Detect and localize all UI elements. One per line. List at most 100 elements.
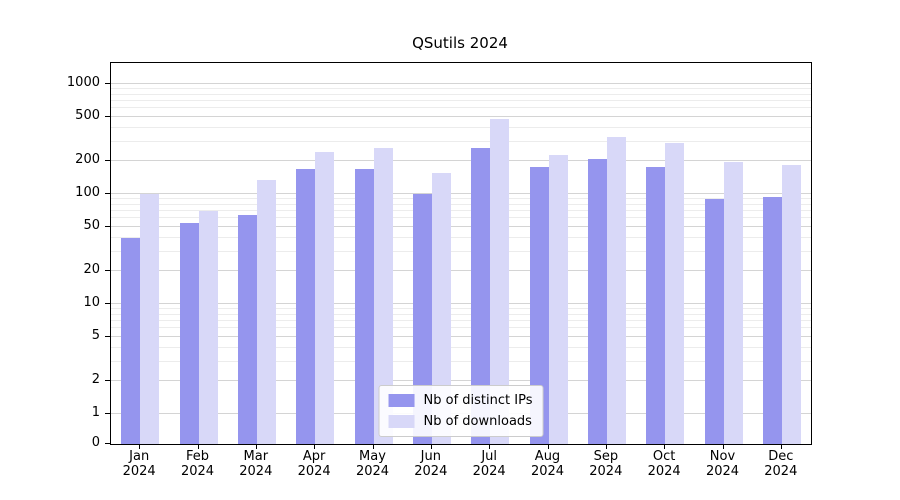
legend-swatch-distinct-ips xyxy=(388,394,415,407)
gridline xyxy=(111,250,811,252)
gridline xyxy=(111,327,811,329)
gridline xyxy=(111,360,811,362)
gridline xyxy=(111,269,811,271)
bar-downloads-apr xyxy=(315,152,335,444)
gridline xyxy=(111,193,811,194)
plot-area: Nb of distinct IPs Nb of downloads xyxy=(110,62,812,445)
y-tick-label: 500 xyxy=(75,108,100,124)
x-tick-label-dec: Dec 2024 xyxy=(764,449,798,479)
gridline xyxy=(111,107,811,109)
gridline xyxy=(111,313,811,315)
gridline xyxy=(111,308,811,310)
x-tick-mark xyxy=(780,444,782,449)
bar-distinct-ips-may xyxy=(354,168,374,444)
y-tick-mark xyxy=(105,226,110,228)
y-tick-mark xyxy=(105,159,110,161)
y-tick-label: 0 xyxy=(91,435,100,450)
y-tick-mark xyxy=(105,336,110,338)
x-tick-mark xyxy=(547,444,549,449)
bar-distinct-ips-oct xyxy=(646,167,666,444)
x-tick-mark xyxy=(139,444,141,449)
bar-downloads-nov xyxy=(723,162,743,444)
bar-distinct-ips-apr xyxy=(296,168,316,444)
x-tick-mark xyxy=(489,444,491,449)
y-tick-mark xyxy=(105,83,110,84)
x-tick-mark xyxy=(605,444,607,449)
bar-distinct-ips-jul xyxy=(471,148,491,444)
x-tick-mark xyxy=(430,444,432,449)
x-tick-label-mar: Mar 2024 xyxy=(239,449,273,479)
x-tick-label-may: May 2024 xyxy=(355,449,390,479)
bar-distinct-ips-aug xyxy=(529,167,549,444)
y-axis-labels: 1000 500 200 100 50 20 10 5 2 1 0 xyxy=(0,62,100,450)
x-tick-mark xyxy=(722,444,724,449)
bar-distinct-ips-mar xyxy=(237,214,257,444)
bar-downloads-jun xyxy=(431,173,451,444)
gridline xyxy=(111,100,811,102)
gridline xyxy=(111,379,811,381)
y-tick-label: 10 xyxy=(83,295,100,310)
y-tick-label: 20 xyxy=(83,261,100,277)
bar-distinct-ips-dec xyxy=(762,196,782,444)
x-tick-label-oct: Oct 2024 xyxy=(647,449,681,479)
x-tick-mark xyxy=(314,444,316,449)
gridline xyxy=(111,203,811,205)
y-tick-mark xyxy=(105,193,110,194)
bar-downloads-jan xyxy=(140,194,160,444)
gridline xyxy=(111,303,811,304)
gridline xyxy=(111,236,811,238)
gridline xyxy=(111,88,811,90)
y-tick-mark xyxy=(105,303,110,304)
x-tick-mark xyxy=(372,444,374,449)
x-tick-mark xyxy=(664,444,666,449)
y-tick-label: 2 xyxy=(91,371,100,387)
gridline xyxy=(111,159,811,161)
y-tick-label: 200 xyxy=(75,151,100,167)
y-tick-label: 1000 xyxy=(66,75,100,90)
bar-downloads-aug xyxy=(548,155,568,444)
gridline xyxy=(111,83,811,84)
gridline xyxy=(111,116,811,118)
bar-distinct-ips-jun xyxy=(412,194,432,444)
y-tick-label: 1 xyxy=(91,405,100,420)
x-tick-label-jun: Jun 2024 xyxy=(414,449,448,479)
y-tick-mark xyxy=(105,269,110,271)
y-tick-label: 50 xyxy=(83,218,100,234)
y-tick-label: 100 xyxy=(75,185,100,200)
bar-downloads-oct xyxy=(665,143,685,444)
y-tick-mark xyxy=(105,116,110,118)
legend: Nb of distinct IPs Nb of downloads xyxy=(378,385,544,437)
gridline xyxy=(111,140,811,142)
gridline xyxy=(111,226,811,228)
x-tick-mark xyxy=(255,444,257,449)
gridline xyxy=(111,217,811,219)
bar-distinct-ips-nov xyxy=(704,199,724,444)
bar-distinct-ips-jan xyxy=(121,237,141,444)
x-tick-label-sep: Sep 2024 xyxy=(589,449,623,479)
gridline xyxy=(111,93,811,95)
y-tick-mark xyxy=(105,443,110,444)
bar-downloads-mar xyxy=(256,179,276,444)
legend-item-distinct-ips: Nb of distinct IPs xyxy=(388,393,532,408)
bar-distinct-ips-sep xyxy=(587,158,607,444)
y-tick-label: 5 xyxy=(91,328,100,344)
x-tick-label-jan: Jan 2024 xyxy=(122,449,156,479)
gridline xyxy=(111,210,811,212)
y-tick-mark xyxy=(105,413,110,414)
y-tick-mark xyxy=(105,379,110,381)
x-tick-label-nov: Nov 2024 xyxy=(705,449,740,479)
x-tick-label-feb: Feb 2024 xyxy=(180,449,215,479)
x-axis-labels: Jan 2024 Feb 2024 Mar 2024 Apr 2024 May 2024 Jun 20… xyxy=(110,449,810,489)
legend-swatch-downloads xyxy=(388,415,415,428)
x-tick-label-apr: Apr 2024 xyxy=(297,449,331,479)
gridline xyxy=(111,198,811,200)
bar-downloads-may xyxy=(373,148,393,444)
gridline xyxy=(111,346,811,348)
chart-title: QSutils 2024 xyxy=(412,34,508,52)
gridline xyxy=(111,336,811,338)
bar-downloads-dec xyxy=(781,164,801,444)
bar-downloads-jul xyxy=(490,119,510,444)
bar-distinct-ips-feb xyxy=(179,222,199,444)
gridline xyxy=(111,126,811,128)
